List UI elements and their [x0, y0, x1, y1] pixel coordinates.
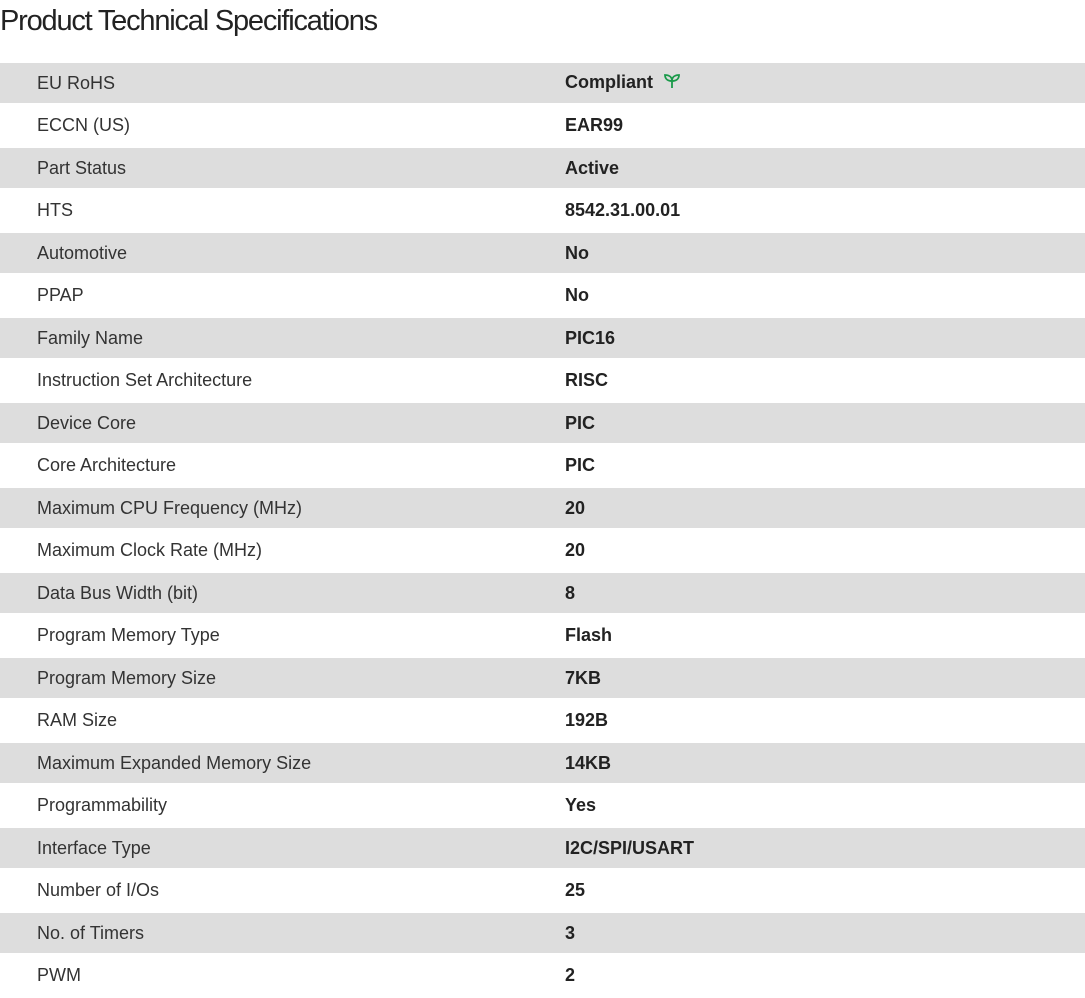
spec-row: Core Architecture PIC — [0, 443, 1085, 488]
spec-value-text: 2 — [565, 965, 576, 985]
spec-value-text: 8 — [565, 582, 576, 603]
spec-value: 20 — [565, 488, 1085, 528]
leaf-icon — [663, 73, 681, 94]
spec-label: Instruction Set Architecture — [37, 370, 253, 390]
spec-value-text: 14KB — [565, 752, 612, 773]
spec-value: 14KB — [565, 743, 1085, 783]
spec-row: ECCN (US) EAR99 — [0, 103, 1085, 148]
spec-value-text: I2C/SPI/USART — [565, 837, 695, 858]
spec-value-text: RISC — [565, 370, 609, 390]
spec-label: Interface Type — [37, 837, 151, 858]
spec-value-text: Yes — [565, 795, 597, 815]
spec-label: Data Bus Width (bit) — [37, 582, 199, 603]
spec-label: No. of Timers — [37, 922, 145, 943]
spec-row: Program Memory Size 7KB — [0, 658, 1085, 698]
spec-row: Interface Type I2C/SPI/USART — [0, 828, 1085, 868]
spec-row: Family Name PIC16 — [0, 318, 1085, 358]
spec-row: Number of I/Os 25 — [0, 868, 1085, 913]
spec-value: 7KB — [565, 658, 1085, 698]
spec-row: EU RoHS Compliant — [0, 63, 1085, 103]
spec-value-text: 3 — [565, 922, 576, 943]
spec-value: PIC — [565, 443, 1085, 488]
spec-label: Maximum Expanded Memory Size — [37, 752, 312, 773]
spec-row: RAM Size 192B — [0, 698, 1085, 743]
spec-row: HTS 8542.31.00.01 — [0, 188, 1085, 233]
page-title: Product Technical Specifications — [0, 5, 378, 37]
spec-value: PIC — [565, 403, 1085, 443]
spec-label: Maximum CPU Frequency (MHz) — [37, 497, 303, 518]
spec-row: Maximum Expanded Memory Size 14KB — [0, 743, 1085, 783]
spec-value: I2C/SPI/USART — [565, 828, 1085, 868]
spec-value-text: 7KB — [565, 667, 602, 688]
spec-row: No. of Timers 3 — [0, 913, 1085, 953]
spec-value: Compliant — [565, 63, 1085, 103]
spec-value-text: Active — [565, 157, 620, 178]
spec-row: Data Bus Width (bit) 8 — [0, 573, 1085, 613]
spec-value: Yes — [565, 783, 1085, 828]
spec-value-text: Flash — [565, 625, 613, 645]
spec-value: 25 — [565, 868, 1085, 913]
spec-value: Active — [565, 148, 1085, 188]
spec-value: 192B — [565, 698, 1085, 743]
spec-value-text: PIC16 — [565, 327, 616, 348]
spec-label: Program Memory Size — [37, 667, 217, 688]
spec-label: HTS — [37, 200, 73, 220]
spec-label: Part Status — [37, 157, 127, 178]
spec-label: Maximum Clock Rate (MHz) — [37, 540, 263, 560]
spec-value-text: PIC — [565, 455, 596, 475]
spec-value-text: Compliant — [565, 72, 653, 93]
spec-row: Instruction Set Architecture RISC — [0, 358, 1085, 403]
spec-value: EAR99 — [565, 103, 1085, 148]
spec-label: Core Architecture — [37, 455, 177, 475]
spec-value: RISC — [565, 358, 1085, 403]
spec-value-text: No — [565, 242, 589, 263]
spec-value: Flash — [565, 613, 1085, 658]
spec-row: Maximum CPU Frequency (MHz) 20 — [0, 488, 1085, 528]
spec-value-text: No — [565, 285, 589, 305]
spec-label: ECCN (US) — [37, 115, 130, 135]
spec-value: 8 — [565, 573, 1085, 613]
spec-value-text: PIC — [565, 412, 596, 433]
spec-value-text: 25 — [565, 880, 586, 900]
spec-value-text: 192B — [565, 710, 609, 730]
spec-row: Programmability Yes — [0, 783, 1085, 828]
spec-label: Programmability — [37, 795, 168, 815]
spec-row: PPAP No — [0, 273, 1085, 318]
spec-value: No — [565, 233, 1085, 273]
spec-row: Program Memory Type Flash — [0, 613, 1085, 658]
spec-label: PPAP — [37, 285, 84, 305]
spec-label: Automotive — [37, 242, 128, 263]
spec-label: Number of I/Os — [37, 880, 160, 900]
spec-value: 8542.31.00.01 — [565, 188, 1085, 233]
spec-value-text: 8542.31.00.01 — [565, 200, 681, 220]
spec-row: PWM 2 — [0, 953, 1085, 998]
spec-value-text: EAR99 — [565, 115, 624, 135]
spec-label: Program Memory Type — [37, 625, 220, 645]
spec-row: Part Status Active — [0, 148, 1085, 188]
spec-table: EU RoHS Compliant ECCN (US) EAR99 Part Statu… — [0, 63, 1085, 998]
spec-value: PIC16 — [565, 318, 1085, 358]
spec-label: Device Core — [37, 412, 137, 433]
spec-value: 2 — [565, 953, 1085, 998]
spec-label: PWM — [37, 965, 81, 985]
spec-value-text: 20 — [565, 497, 586, 518]
spec-row: Automotive No — [0, 233, 1085, 273]
spec-value: No — [565, 273, 1085, 318]
spec-label: EU RoHS — [37, 72, 116, 93]
spec-value: 20 — [565, 528, 1085, 573]
spec-value: 3 — [565, 913, 1085, 953]
spec-label: Family Name — [37, 327, 144, 348]
spec-value-text: 20 — [565, 540, 586, 560]
spec-label: RAM Size — [37, 710, 118, 730]
spec-row: Device Core PIC — [0, 403, 1085, 443]
spec-row: Maximum Clock Rate (MHz) 20 — [0, 528, 1085, 573]
